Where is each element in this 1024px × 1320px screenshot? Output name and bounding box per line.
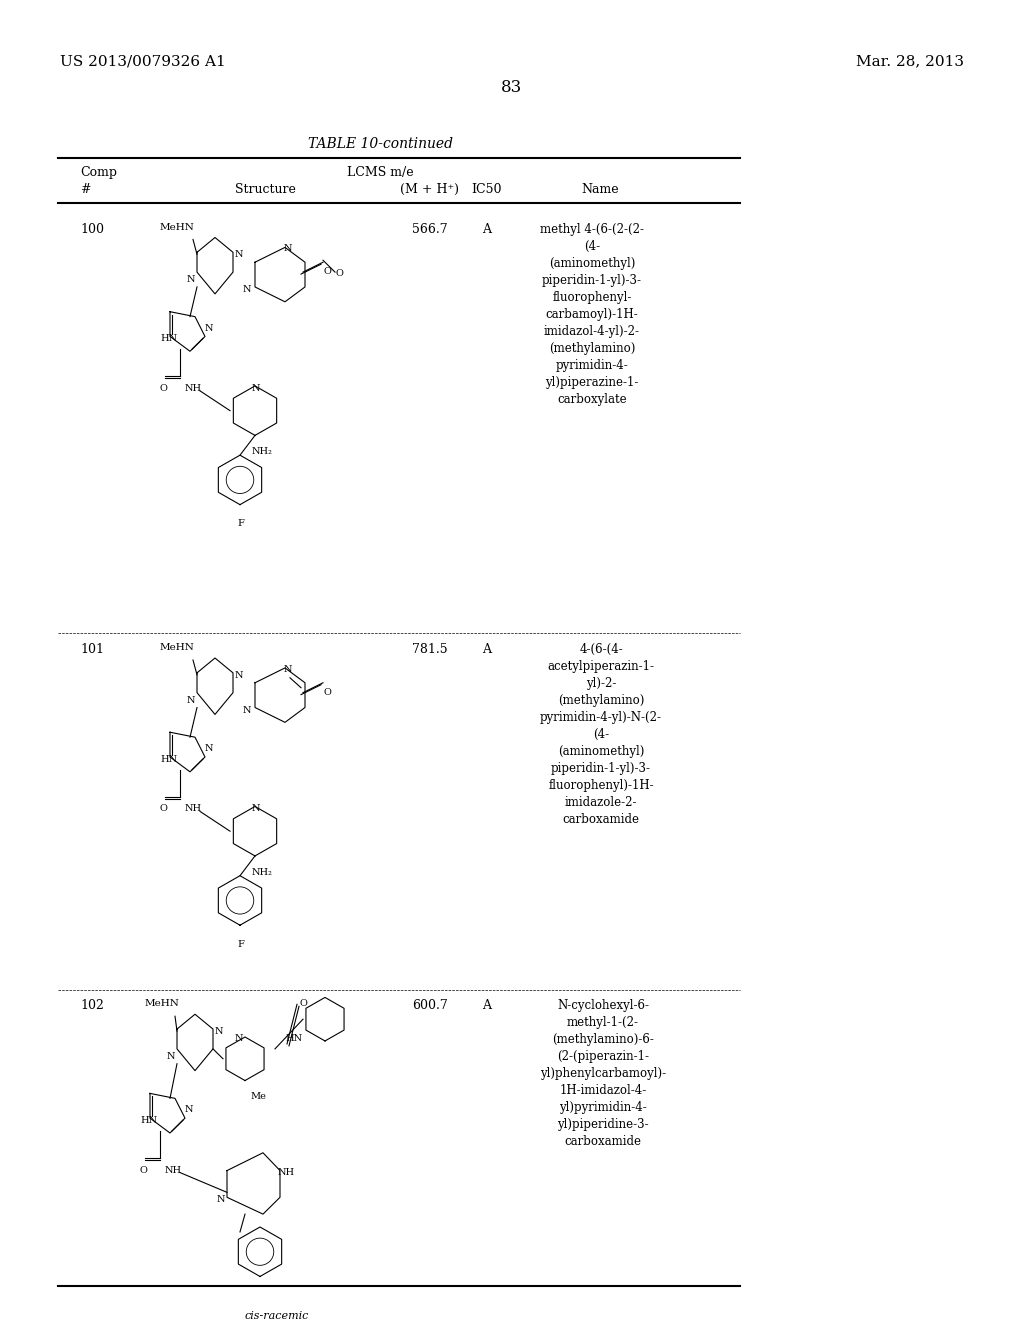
Text: F: F: [237, 940, 244, 949]
Text: A: A: [482, 643, 492, 656]
Text: N: N: [185, 1105, 194, 1114]
Text: N: N: [284, 244, 293, 253]
Text: O: O: [335, 269, 343, 279]
Text: 600.7: 600.7: [412, 999, 447, 1012]
Text: US 2013/0079326 A1: US 2013/0079326 A1: [60, 54, 225, 69]
Text: N: N: [215, 1027, 223, 1036]
Text: HN: HN: [160, 334, 177, 343]
Text: N-cyclohexyl-6-
methyl-1-(2-
(methylamino)-6-
(2-(piperazin-1-
yl)phenylcarbamoy: N-cyclohexyl-6- methyl-1-(2- (methylamin…: [540, 999, 667, 1148]
Text: NH₂: NH₂: [252, 867, 272, 876]
Text: N: N: [234, 671, 244, 680]
Text: N: N: [187, 696, 196, 705]
Text: N: N: [243, 285, 252, 294]
Text: 100: 100: [80, 223, 104, 236]
Text: N: N: [243, 705, 252, 714]
Text: O: O: [160, 384, 168, 393]
Text: LCMS m/e: LCMS m/e: [347, 166, 414, 180]
Text: #: #: [80, 183, 90, 197]
Text: NH: NH: [185, 804, 202, 813]
Text: HN: HN: [140, 1117, 157, 1125]
Text: 102: 102: [80, 999, 103, 1012]
Text: NH: NH: [185, 384, 202, 393]
Text: 566.7: 566.7: [413, 223, 447, 236]
Text: A: A: [482, 999, 492, 1012]
Text: Name: Name: [582, 183, 618, 197]
Text: N: N: [252, 384, 260, 393]
Text: HN: HN: [160, 755, 177, 764]
Text: MeHN: MeHN: [145, 999, 180, 1008]
Text: N: N: [167, 1052, 175, 1061]
Text: NH: NH: [278, 1168, 295, 1176]
Text: N: N: [205, 323, 213, 333]
Text: 781.5: 781.5: [413, 643, 447, 656]
Text: O: O: [160, 804, 168, 813]
Text: Mar. 28, 2013: Mar. 28, 2013: [856, 54, 964, 69]
Text: IC50: IC50: [472, 183, 502, 197]
Text: MeHN: MeHN: [160, 223, 195, 231]
Text: N: N: [234, 1034, 244, 1043]
Text: TABLE 10-continued: TABLE 10-continued: [307, 136, 453, 150]
Text: Comp: Comp: [80, 166, 117, 180]
Text: O: O: [140, 1166, 147, 1175]
Text: A: A: [482, 223, 492, 236]
Text: N: N: [217, 1196, 225, 1204]
Text: HN: HN: [285, 1034, 302, 1043]
Text: NH: NH: [165, 1166, 182, 1175]
Text: O: O: [323, 688, 331, 697]
Text: F: F: [237, 520, 244, 528]
Text: N: N: [234, 251, 244, 259]
Text: O: O: [323, 267, 331, 276]
Text: 101: 101: [80, 643, 104, 656]
Text: N: N: [284, 665, 293, 675]
Text: N: N: [187, 275, 196, 284]
Text: Structure: Structure: [234, 183, 296, 197]
Text: N: N: [252, 804, 260, 813]
Text: Me: Me: [250, 1093, 266, 1101]
Text: NH₂: NH₂: [252, 447, 272, 457]
Text: N: N: [205, 744, 213, 754]
Text: MeHN: MeHN: [160, 643, 195, 652]
Text: 83: 83: [502, 79, 522, 96]
Text: methyl 4-(6-(2-(2-
(4-
(aminomethyl)
piperidin-1-yl)-3-
fluorophenyl-
carbamoyl): methyl 4-(6-(2-(2- (4- (aminomethyl) pip…: [540, 223, 644, 405]
Text: 4-(6-(4-
acetylpiperazin-1-
yl)-2-
(methylamino)
pyrimidin-4-yl)-N-(2-
(4-
(amin: 4-(6-(4- acetylpiperazin-1- yl)-2- (meth…: [540, 643, 662, 826]
Text: (M + H⁺): (M + H⁺): [400, 183, 460, 197]
Text: cis-racemic: cis-racemic: [245, 1311, 309, 1320]
Text: O: O: [300, 999, 308, 1008]
